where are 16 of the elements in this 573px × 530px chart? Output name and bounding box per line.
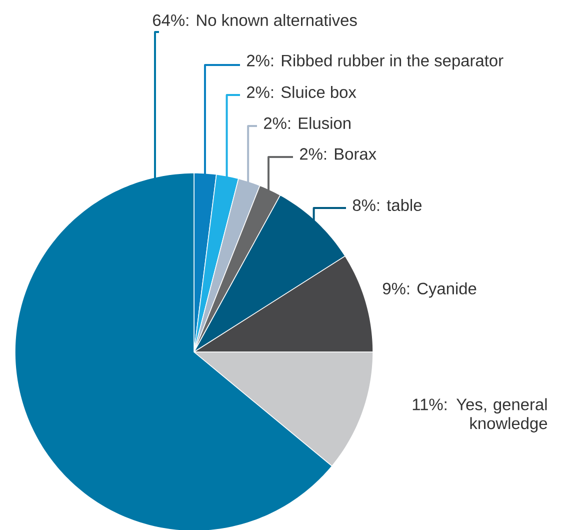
data-label: 9%: [382, 282, 410, 294]
slice-label: Cyanide [417, 282, 476, 298]
data-label: 8%: [352, 199, 380, 212]
slice-label: table [386, 198, 422, 212]
data-label: 2%: [247, 86, 274, 98]
data-label: 2%: [264, 117, 290, 129]
data-label: 11%: [412, 398, 446, 410]
slice-label: Sluice box [281, 86, 356, 98]
slice-label: Ribbed rubber in the separator [282, 54, 504, 70]
data-label: 2%: [247, 54, 274, 66]
slice-label: Borax [334, 148, 376, 160]
data-label: 64%: [153, 14, 188, 26]
slice-label: Yes, general knowledge [456, 398, 548, 432]
slice-label: No known alternatives [197, 14, 357, 26]
slice-label: Elusion [298, 116, 350, 130]
data-label: 2%: [300, 148, 326, 160]
